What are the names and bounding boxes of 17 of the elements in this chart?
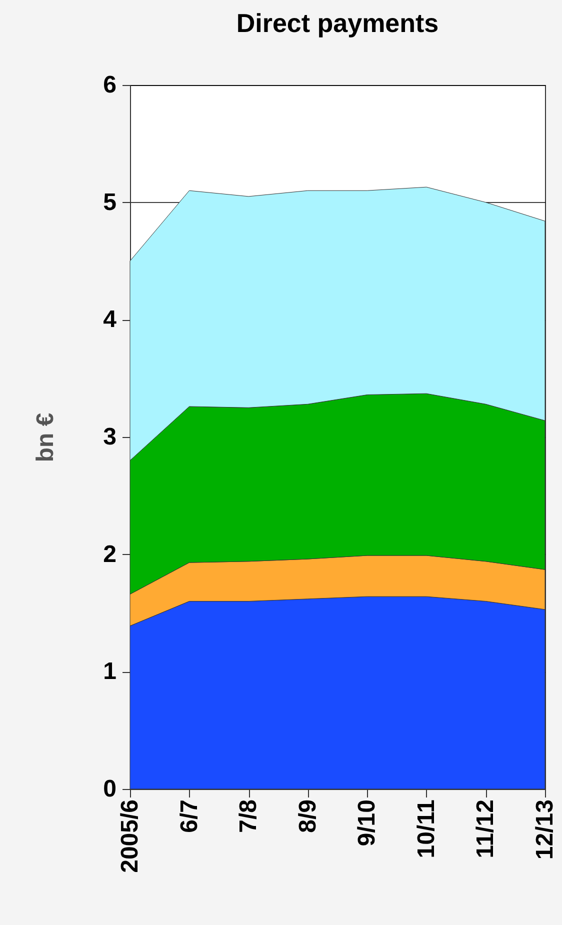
chart-title: Direct payments (236, 8, 439, 38)
x-tick-label: 8/9 (294, 800, 322, 833)
y-tick-label: 0 (103, 776, 116, 802)
y-tick-label: 6 (103, 72, 116, 98)
y-tick-label: 2 (103, 540, 116, 568)
x-tick-label: 6/7 (176, 800, 203, 833)
x-tick-label: 12/13 (532, 800, 558, 860)
x-tick-label: 2005/6 (116, 800, 144, 873)
x-tick-label: 11/12 (472, 800, 500, 858)
y-tick-label: 4 (103, 306, 118, 334)
y-tick-label: 5 (103, 188, 116, 216)
y-axis-title: bn € (32, 412, 60, 462)
y-tick-label: 3 (103, 424, 116, 450)
y-tick-label: 1 (103, 658, 116, 686)
x-tick-label: 10/11 (412, 800, 440, 858)
x-tick-label: 9/10 (354, 800, 381, 846)
x-tick-label: 7/8 (235, 800, 262, 833)
